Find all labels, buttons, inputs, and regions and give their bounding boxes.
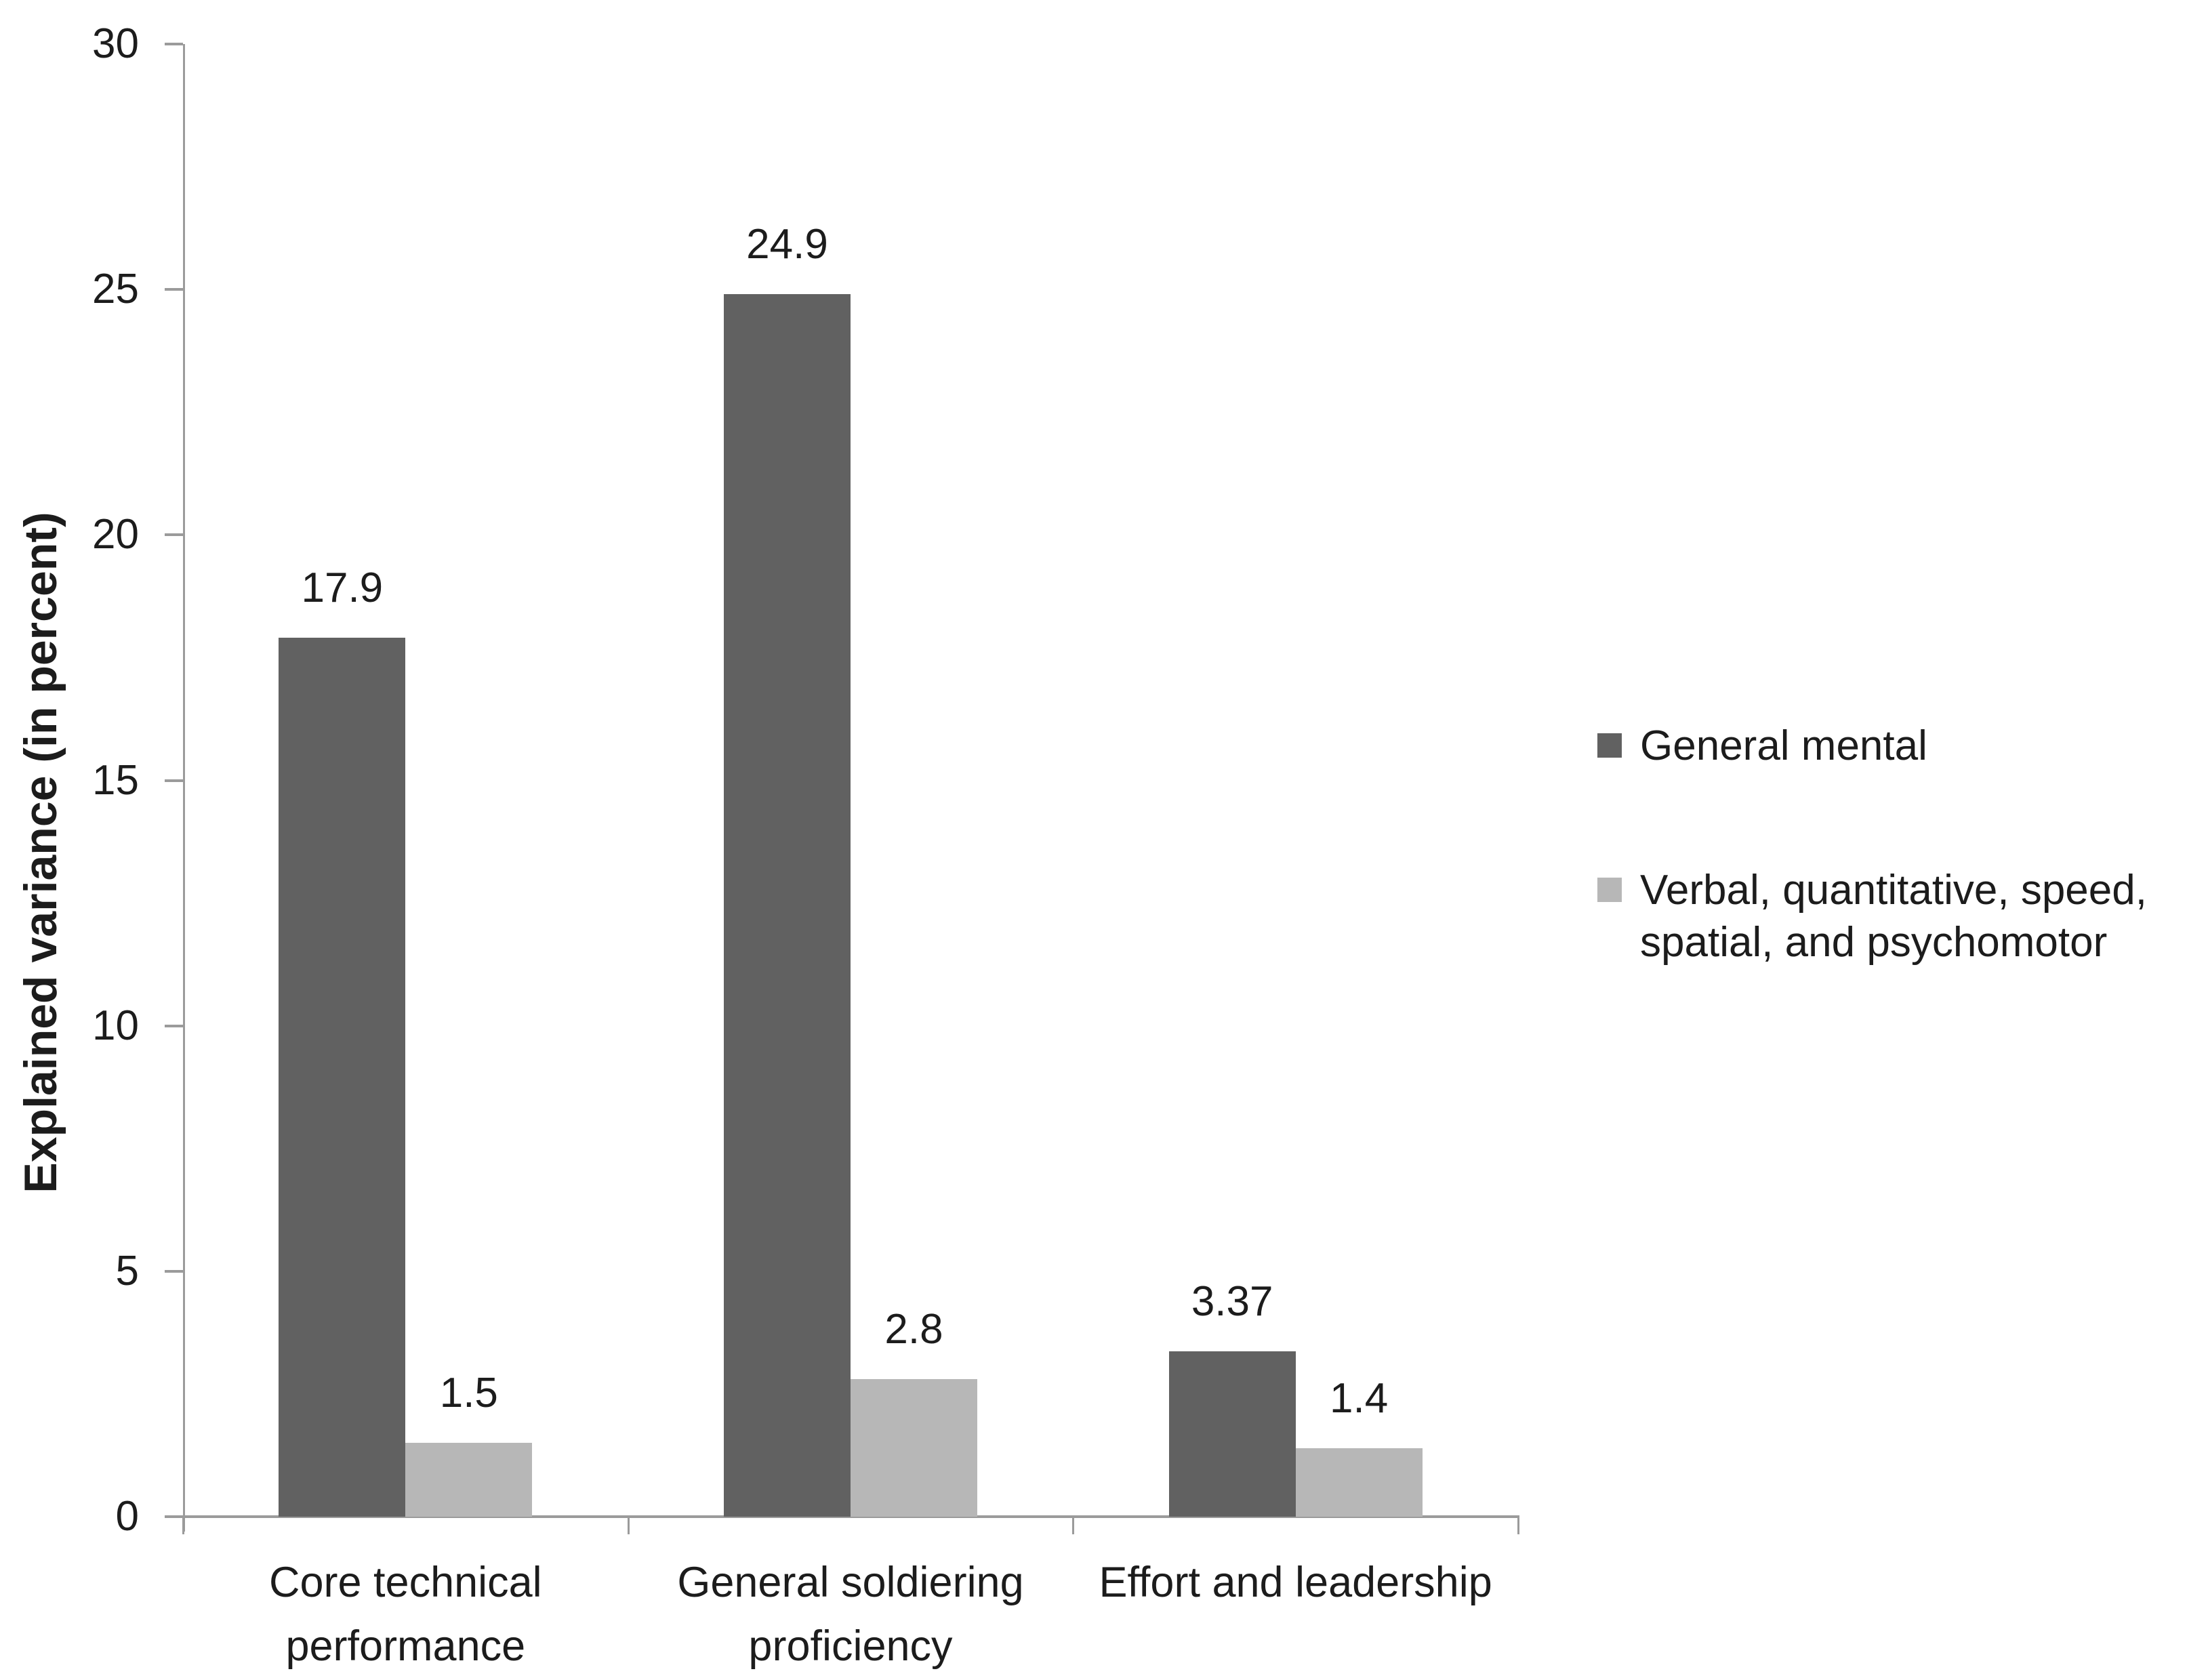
bar-verbal-quantitative-2 [851,1379,977,1517]
y-tick-label: 30 [92,20,139,67]
y-tick-label: 0 [115,1493,139,1540]
data-label: 1.4 [1330,1375,1389,1422]
legend-swatch-icon [1597,733,1622,758]
data-label: 17.9 [301,565,384,611]
x-tick-mark [1072,1517,1075,1534]
y-axis-line [183,44,185,1532]
x-axis-line [183,1515,1519,1518]
y-tick-label: 25 [92,266,139,313]
category-label: Effort and leadership [1099,1559,1492,1606]
category-label: Core technical performance [268,1559,542,1670]
data-label: 1.5 [439,1370,498,1416]
legend: General mental Verbal, quantitative, spee… [1597,720,2208,968]
y-tick-label: 20 [92,511,139,558]
legend-label: General mental [1640,722,1927,769]
x-tick-mark [627,1517,630,1534]
x-tick-mark [1517,1517,1519,1534]
y-tick-label: 15 [92,756,139,804]
bar-general-mental-2 [724,294,851,1517]
y-tick-label: 5 [115,1247,139,1294]
bar-general-mental-3 [1168,1351,1296,1517]
data-label: 24.9 [746,221,828,268]
y-tick-mark [165,1024,183,1027]
y-tick-mark [165,43,183,45]
y-tick-mark [165,288,183,291]
y-tick-mark [165,1515,183,1518]
legend-label: Verbal, quantitative, speed, spatial, an… [1640,867,2147,966]
legend-item-2: Verbal, quantitative, speed, spatial, an… [1597,864,2208,968]
legend-swatch-icon [1597,878,1622,902]
bar-general-mental-1 [279,638,406,1517]
bar-verbal-quantitative-3 [1295,1448,1423,1517]
data-label: 3.37 [1191,1278,1273,1325]
bar-verbal-quantitative-1 [405,1443,533,1517]
y-tick-label: 10 [92,1002,139,1049]
legend-item-1: General mental [1597,720,2208,772]
category-label: General soldiering proficiency [677,1559,1024,1670]
x-tick-mark [182,1517,184,1534]
y-tick-mark [165,779,183,782]
y-axis-title: Explained variance (in percent) [15,512,66,1193]
y-tick-mark [165,1269,183,1273]
data-label: 2.8 [884,1306,943,1353]
y-tick-mark [165,533,183,537]
